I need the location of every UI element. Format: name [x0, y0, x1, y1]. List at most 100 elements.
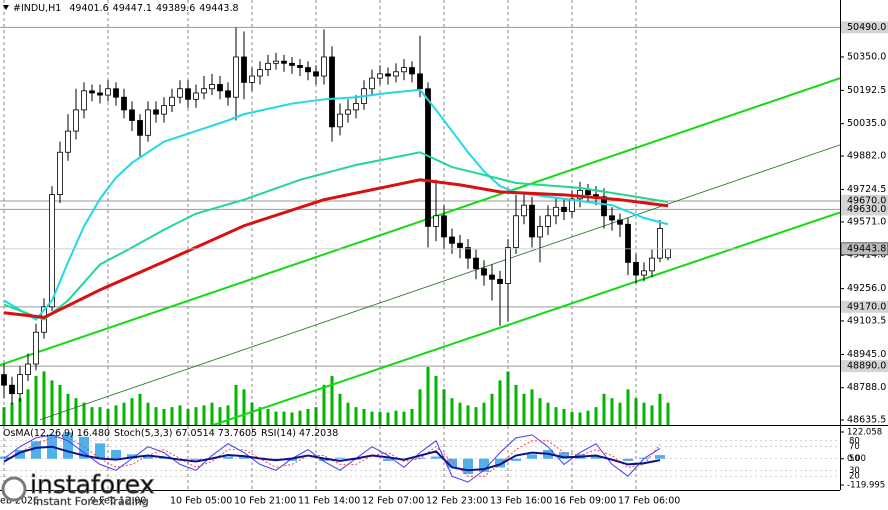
trendline [211, 211, 841, 427]
candle-body [145, 109, 151, 136]
candle-body [121, 96, 127, 111]
volume-bar [594, 407, 598, 425]
level-label-box [841, 360, 888, 373]
osma-bar [383, 458, 393, 461]
volume-bar [522, 393, 526, 425]
indicator-name: Stoch(5,3,3) [114, 428, 172, 439]
candle-body [321, 56, 327, 77]
y-tick-label: 49571.0 [847, 216, 886, 227]
candle-body [585, 189, 591, 196]
candle-body [57, 151, 63, 196]
volume-bar [154, 407, 158, 425]
y2-tick-label: 70 [849, 442, 860, 452]
candle-body [201, 88, 207, 94]
osma-bar [287, 458, 297, 461]
osma-bar [495, 458, 505, 468]
osma-bar [463, 458, 473, 475]
candle-body [649, 257, 655, 272]
osma-bar [511, 458, 521, 461]
y-tick-label: -119.995 [847, 480, 885, 490]
candle-body [25, 363, 31, 376]
candle-body [537, 225, 543, 238]
candle-body [409, 67, 415, 75]
indicator-value: 73.7605 [218, 428, 257, 439]
candle-body [345, 109, 351, 115]
volume-bar [114, 405, 118, 425]
candle-body [481, 268, 487, 276]
osma-bar [143, 456, 153, 459]
volume-bar [482, 402, 486, 425]
x-tick-label: 12 Feb 23:00 [426, 496, 488, 507]
x-tick-label: 17 Feb 06:00 [618, 496, 680, 507]
candle-body [257, 69, 263, 77]
candle-body [17, 374, 23, 395]
volume-bar [322, 384, 326, 425]
candle-body [297, 65, 303, 68]
candle-body [249, 75, 255, 83]
moving-average [3, 88, 669, 321]
candle-body [489, 274, 495, 280]
y-tick-label: 49414.0 [847, 250, 886, 261]
level-label-box [841, 203, 888, 216]
candle-body [617, 219, 623, 225]
osma-bar [15, 449, 25, 459]
indicator-line [3, 434, 661, 483]
volume-bar [202, 405, 206, 425]
candle-body [281, 60, 287, 64]
logo-tagline: Instant Forex Trading [33, 495, 149, 508]
osma-bar [319, 458, 329, 461]
level-label: 49670.0 [847, 195, 886, 206]
price-label: 49443.8 [847, 243, 886, 254]
osma-bar [79, 436, 89, 459]
osma-bar [223, 456, 233, 459]
osma-bar [623, 458, 633, 461]
volume-bar [170, 407, 174, 425]
indicator-value: 67.0514 [175, 428, 214, 439]
volume-bar [98, 407, 102, 425]
osma-bar [95, 443, 105, 459]
volume-bar [218, 407, 222, 425]
candle-body [337, 113, 343, 128]
candle-body [457, 242, 463, 248]
x-tick-label: 11 Feb 14:00 [298, 496, 360, 507]
x-tick-label: 10 Feb 05:00 [170, 496, 232, 507]
volume-bar [42, 371, 46, 425]
chart-header: #INDU,H1 49401.6 49447.1 49389.6 49443.8 [13, 3, 239, 14]
osma-bar [591, 456, 601, 459]
indicator-name: OsMA(12,26,9) [3, 428, 74, 439]
y-tick-label: 48788.0 [847, 382, 886, 393]
candle-body [417, 73, 423, 90]
volume-bar [618, 402, 622, 425]
indicator-header: OsMA(12,26,9) 16.480 Stoch(5,3,3) 67.0514 73… [3, 428, 338, 439]
y2-tick-label: 30 [849, 466, 860, 476]
volume-bar [162, 408, 166, 425]
candle-body [553, 206, 559, 217]
y-tick-label: 50350.0 [847, 51, 886, 62]
volume-bar [290, 412, 294, 425]
candle-body [49, 194, 55, 308]
menu-arrow[interactable] [3, 5, 9, 10]
volume-bar [402, 411, 406, 425]
volume-bar [538, 398, 542, 425]
volume-bar [250, 402, 254, 425]
candle-body [609, 215, 615, 221]
volume-bar [578, 412, 582, 425]
volume-bar [426, 367, 430, 425]
volume-bar [370, 411, 374, 425]
volume-bar [466, 405, 470, 425]
y-tick-label: 49882.0 [847, 151, 886, 162]
level-label: 49170.0 [847, 301, 886, 312]
y-tick-label: 122.058 [847, 428, 882, 438]
ohlc-close: 49443.8 [199, 3, 238, 14]
candle-body [169, 96, 175, 107]
osma-bar [63, 432, 73, 459]
osma-bar [479, 458, 489, 472]
osma-bar [559, 452, 569, 459]
moving-average [3, 178, 669, 319]
candle-body [329, 56, 335, 128]
volume-bar [602, 393, 606, 425]
y-tick-label: 49256.0 [847, 283, 886, 294]
candle-body [105, 88, 111, 96]
candle-body [625, 223, 631, 263]
